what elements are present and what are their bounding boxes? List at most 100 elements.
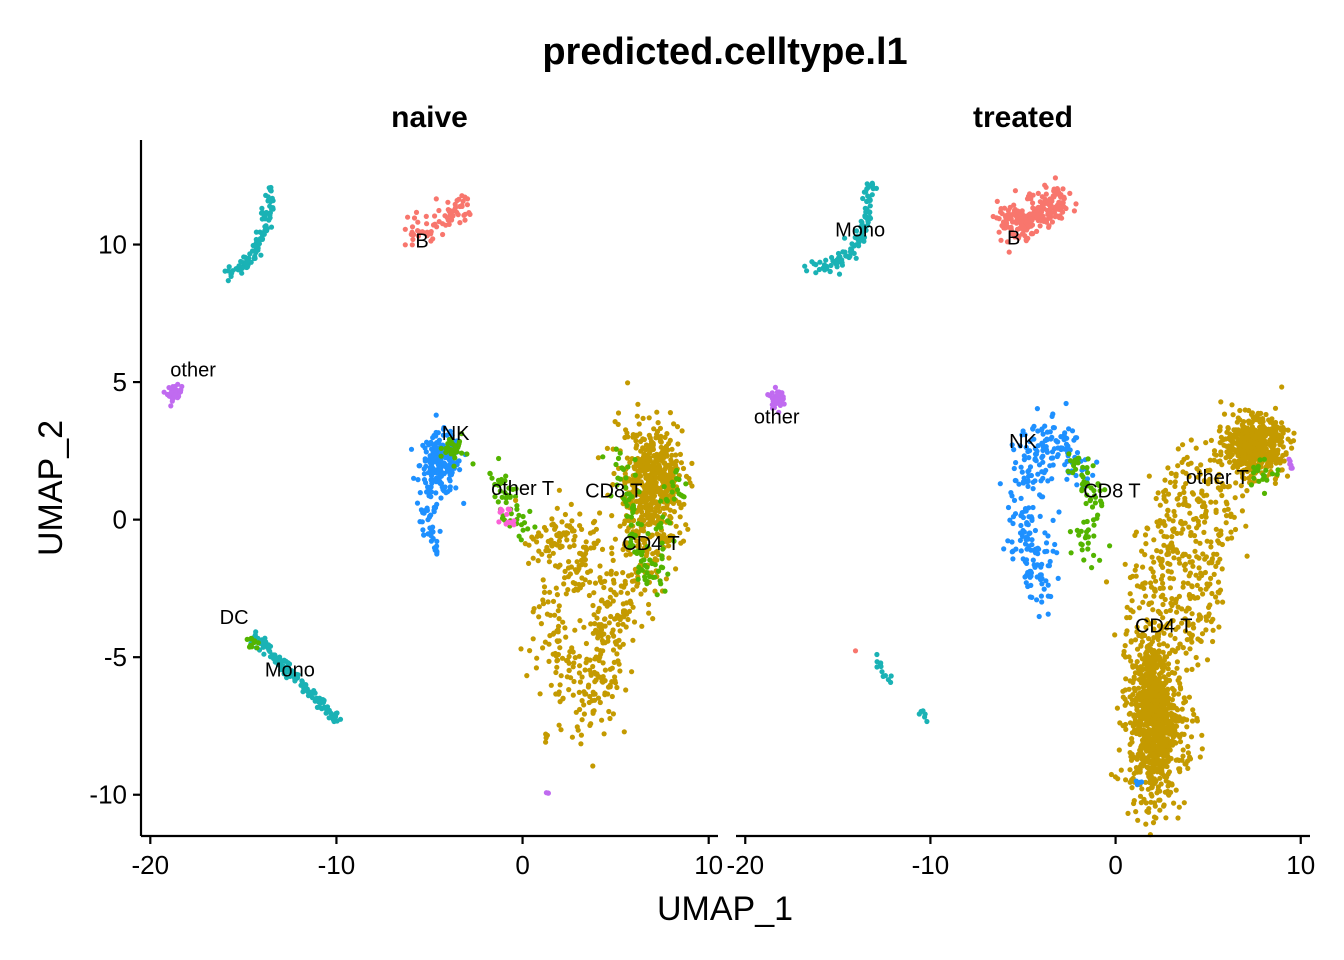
point-cd4-t bbox=[1243, 523, 1249, 529]
point-nk bbox=[1045, 611, 1051, 617]
point-cd4-t bbox=[1167, 479, 1173, 485]
point-nk bbox=[1028, 547, 1034, 553]
point-nk bbox=[1063, 441, 1070, 447]
point-cd8-t bbox=[452, 444, 458, 451]
point-mono bbox=[835, 259, 841, 266]
point-cd4-t bbox=[621, 584, 627, 590]
point-nk bbox=[1038, 593, 1044, 599]
point-mono bbox=[842, 235, 848, 241]
point-cd4-t bbox=[1139, 656, 1145, 662]
point-b bbox=[1067, 190, 1073, 196]
point-cd4-t bbox=[1223, 455, 1229, 461]
point-mono bbox=[865, 218, 871, 224]
point-cd8-t bbox=[615, 455, 622, 461]
point-nk bbox=[1005, 504, 1012, 511]
point-cd4-t bbox=[1227, 434, 1233, 440]
point-cd4-t bbox=[1129, 598, 1135, 604]
point-cd4-t bbox=[1168, 600, 1174, 606]
point-nk bbox=[1032, 550, 1039, 556]
point-cd4-t bbox=[677, 530, 683, 536]
point-mono bbox=[253, 250, 259, 256]
point-cd4-t bbox=[1120, 694, 1126, 700]
point-cd4-t bbox=[617, 523, 623, 529]
point-cd4-t bbox=[535, 558, 541, 564]
point-cd4-t bbox=[543, 739, 549, 745]
point-other bbox=[769, 402, 775, 408]
point-cd4-t bbox=[1180, 753, 1186, 759]
point-cd8-t bbox=[1099, 500, 1105, 506]
point-cd4-t bbox=[1162, 680, 1168, 686]
point-mono bbox=[330, 715, 336, 721]
point-mono bbox=[817, 259, 823, 265]
point-b bbox=[457, 220, 463, 226]
point-cd4-t bbox=[566, 687, 572, 693]
point-cd4-t bbox=[1280, 430, 1286, 436]
point-nk bbox=[457, 467, 463, 473]
point-nk bbox=[1043, 540, 1050, 546]
point-nk bbox=[1050, 455, 1056, 461]
point-b bbox=[462, 217, 468, 223]
point-cd8-t bbox=[1097, 488, 1103, 494]
point-cd4-t bbox=[1199, 746, 1205, 752]
point-cd4-t bbox=[1141, 727, 1147, 734]
point-cd4-t bbox=[1182, 567, 1188, 573]
point-cd4-t bbox=[1210, 616, 1216, 622]
point-cd4-t bbox=[1176, 502, 1182, 508]
point-cd4-t bbox=[1114, 705, 1120, 711]
point-mono bbox=[862, 214, 868, 220]
point-cd4-t bbox=[598, 675, 605, 681]
point-cd4-t bbox=[1255, 443, 1261, 449]
x-tick-label: -20 bbox=[726, 850, 764, 880]
point-nk bbox=[1066, 426, 1072, 432]
point-mono bbox=[879, 669, 885, 675]
point-cd4-t bbox=[1289, 445, 1295, 451]
point-cd4-t bbox=[1148, 765, 1155, 771]
point-cd4-t bbox=[1150, 569, 1156, 575]
point-nk bbox=[428, 439, 434, 445]
point-nk bbox=[421, 477, 428, 483]
point-cd4-t bbox=[587, 530, 594, 536]
point-cd4-t bbox=[522, 541, 528, 547]
point-cd4-t bbox=[1212, 451, 1218, 457]
point-b bbox=[405, 214, 411, 220]
point-b bbox=[1047, 205, 1053, 211]
point-nk bbox=[433, 412, 439, 418]
point-cd4-t bbox=[1251, 457, 1258, 463]
point-cd4-t bbox=[1220, 599, 1226, 605]
point-cd4-t bbox=[607, 715, 613, 722]
point-other-t bbox=[489, 475, 495, 481]
point-cd4-t bbox=[1232, 526, 1239, 533]
point-cd4-t bbox=[604, 603, 610, 609]
point-b bbox=[1071, 208, 1077, 214]
point-cd4-t bbox=[1179, 521, 1185, 527]
point-cd4-t bbox=[1252, 449, 1258, 455]
point-other bbox=[175, 381, 181, 387]
point-other bbox=[170, 395, 176, 402]
point-cd4-t bbox=[1207, 457, 1213, 463]
point-cd4-t bbox=[546, 559, 553, 565]
point-cd4-t bbox=[634, 583, 640, 589]
point-cd8-t bbox=[608, 493, 614, 499]
point-cd4-t bbox=[1150, 693, 1156, 699]
point-nk bbox=[1026, 455, 1032, 461]
point-b bbox=[1004, 220, 1010, 226]
x-tick-label: 10 bbox=[1286, 850, 1315, 880]
point-cd8-t bbox=[1074, 527, 1080, 534]
point-other-t bbox=[508, 510, 514, 517]
point-mono bbox=[861, 238, 867, 244]
point-nk bbox=[1019, 469, 1025, 475]
point-cd4-t bbox=[590, 663, 596, 670]
point-nk bbox=[1045, 582, 1051, 588]
point-cd4-t bbox=[1223, 513, 1230, 519]
point-cd4-t bbox=[1189, 611, 1195, 617]
x-tick-label: -20 bbox=[132, 850, 170, 880]
point-b bbox=[467, 211, 473, 217]
point-cd4-t bbox=[1165, 661, 1172, 667]
point-nk bbox=[431, 443, 437, 449]
point-cd4-t bbox=[1271, 442, 1277, 448]
point-nk bbox=[1016, 481, 1022, 487]
point-cd4-t bbox=[1165, 465, 1171, 471]
point-cd4-t bbox=[1128, 701, 1135, 707]
point-cd8-t bbox=[624, 502, 630, 509]
point-cd4-t bbox=[562, 568, 568, 575]
